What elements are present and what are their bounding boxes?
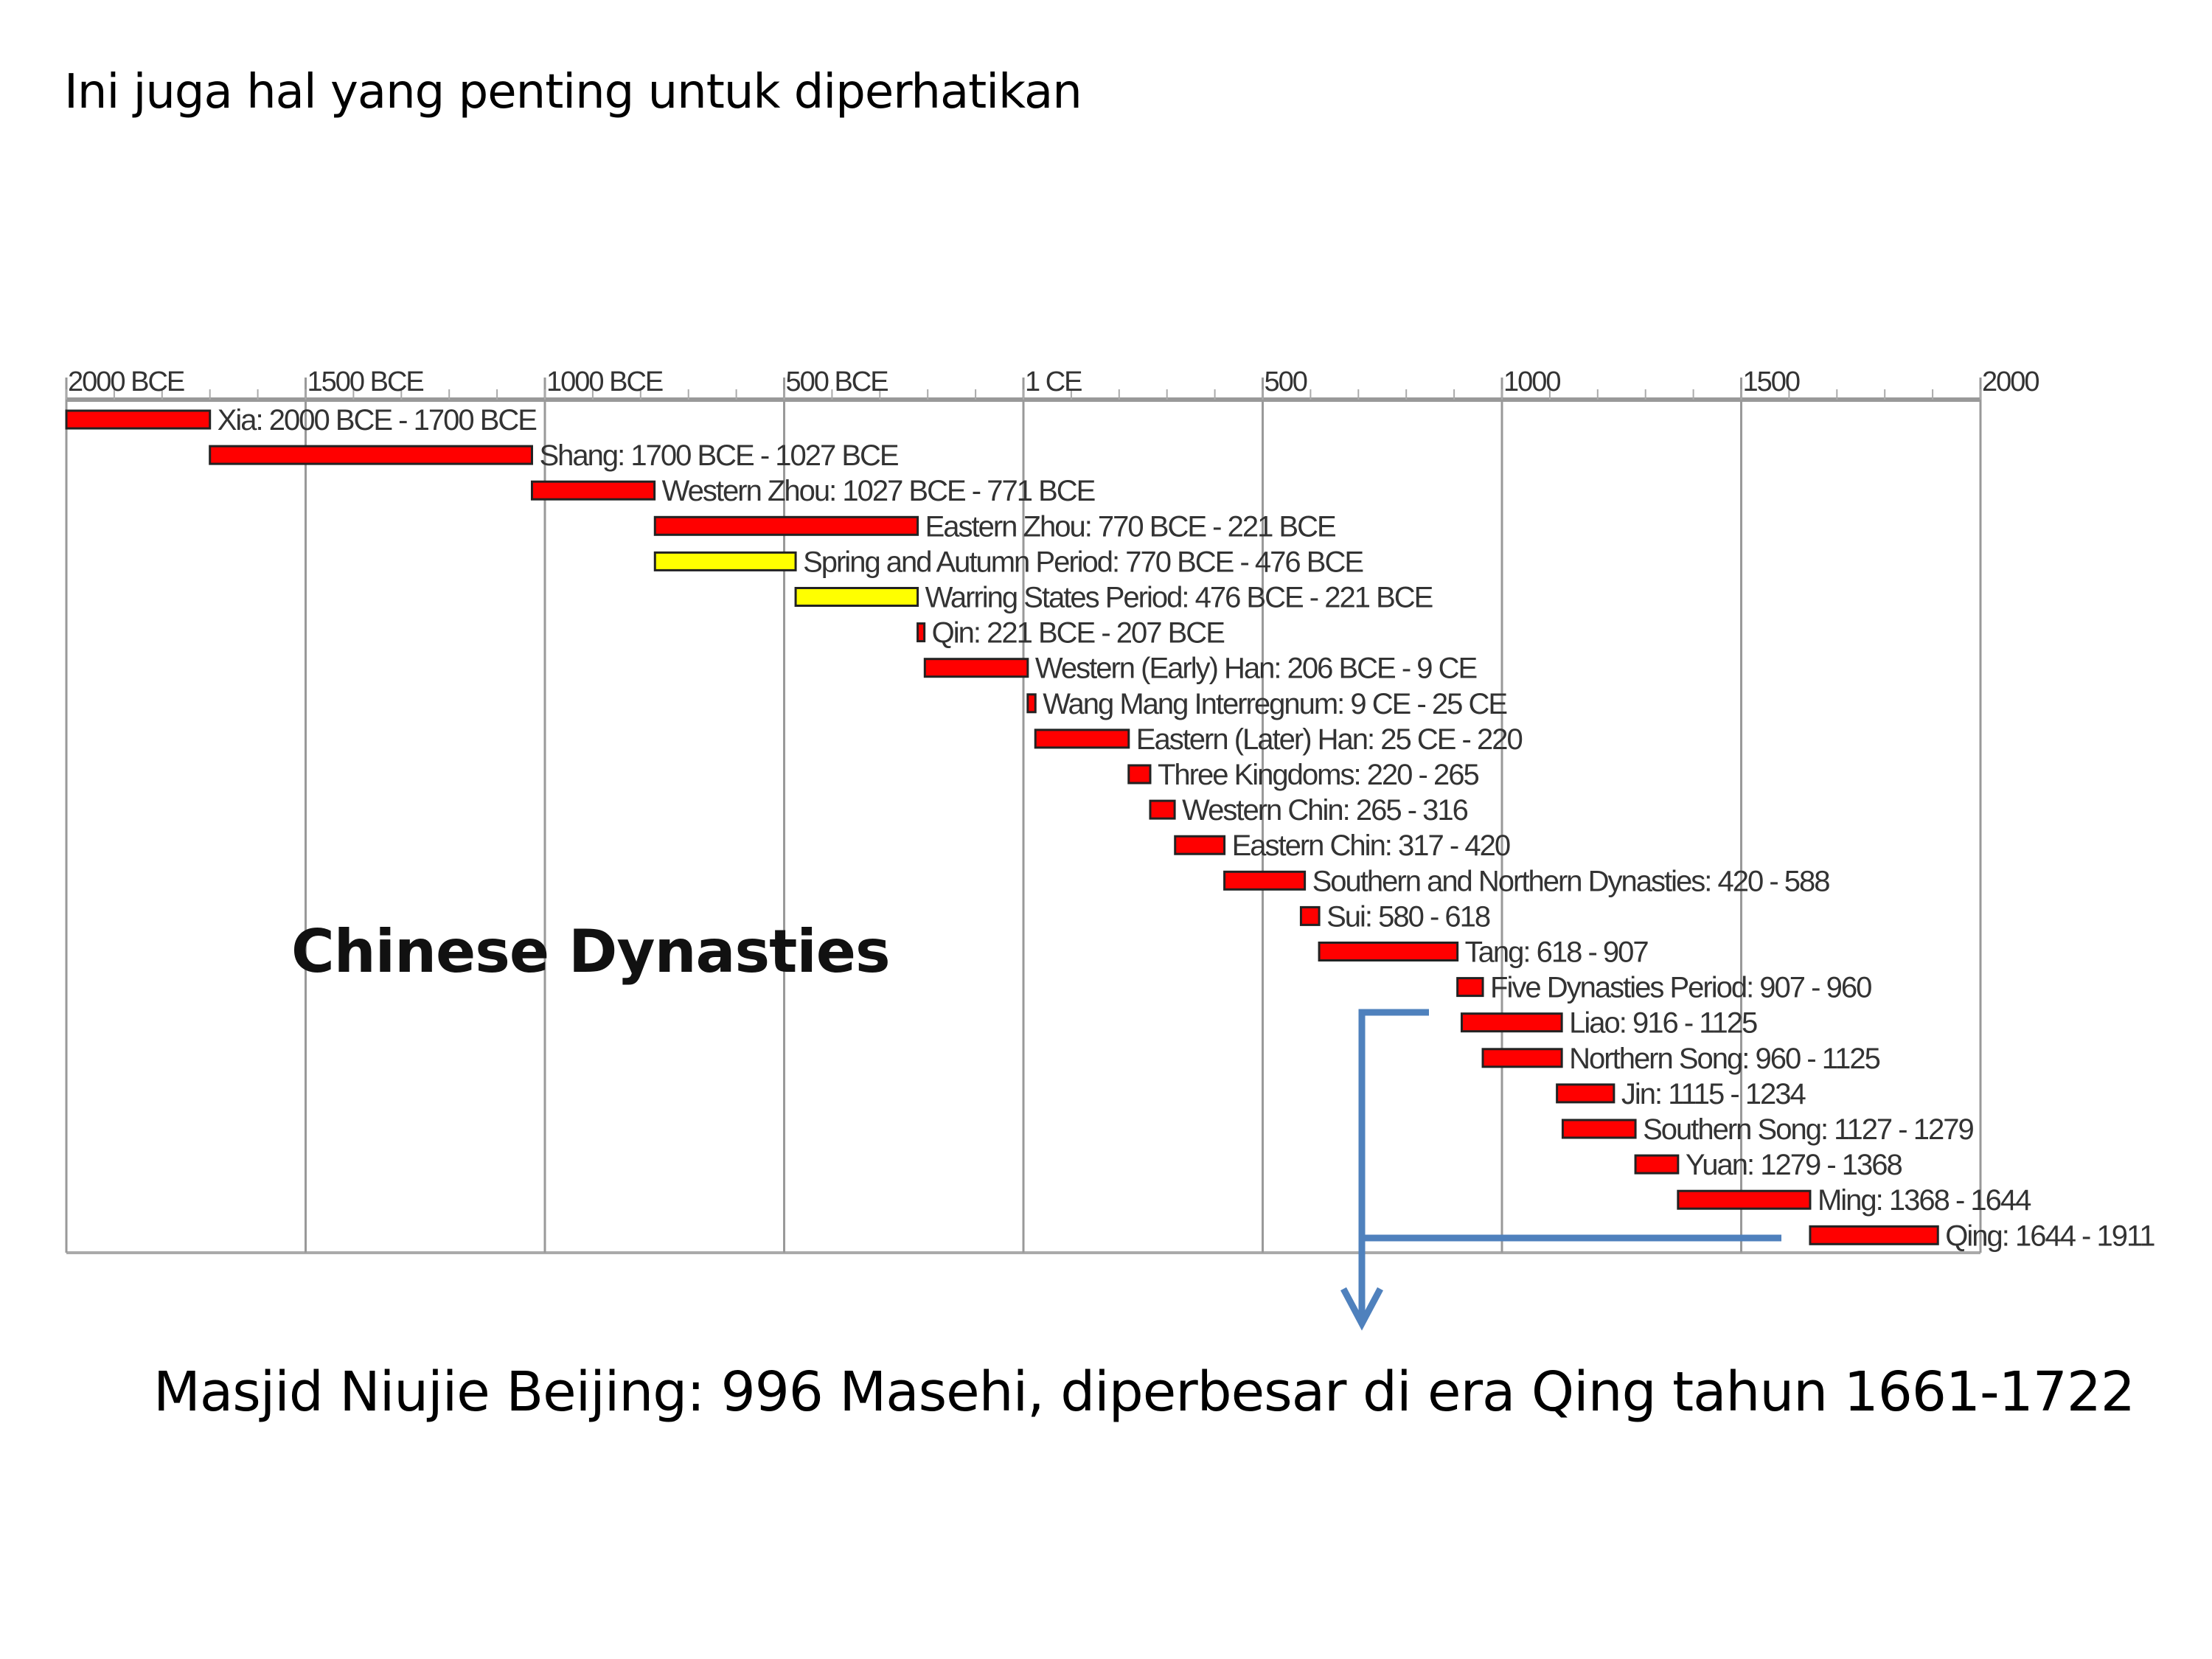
period-bar: [653, 551, 797, 571]
chart-title: Chinese Dynasties: [291, 917, 890, 986]
period-bar: [1318, 942, 1459, 961]
period-bar: [794, 587, 919, 607]
period-label: Liao: 916 - 1125: [1569, 1007, 1757, 1040]
period-label: Tang: 618 - 907: [1465, 936, 1649, 969]
period-bar: [1034, 728, 1130, 749]
tick-label: 1500 BCE: [307, 366, 424, 397]
period-label: Three Kingdoms: 220 - 265: [1158, 759, 1478, 791]
period-label: Qin: 221 BCE - 207 BCE: [932, 617, 1225, 650]
period-label: Southern and Northern Dynasties: 420 - 5…: [1312, 865, 1830, 897]
period-bar: [1299, 905, 1321, 926]
period-label: Southern Song: 1127 - 1279: [1643, 1113, 1973, 1146]
tick-label: 1000 BCE: [546, 366, 663, 397]
grid: [65, 378, 1982, 1254]
period-bar: [1481, 1048, 1563, 1068]
period-label: Warring States Period: 476 BCE - 221 BCE: [925, 582, 1433, 614]
period-label: Western Chin: 265 - 316: [1182, 794, 1468, 827]
period-label: Shang: 1700 BCE - 1027 BCE: [539, 439, 897, 472]
period-label: Northern Song: 960 - 1125: [1569, 1043, 1879, 1075]
period-label: Five Dynasties Period: 907 - 960: [1490, 972, 1871, 1004]
tick-label: 500 BCE: [786, 366, 888, 397]
tick-label: 500: [1265, 366, 1307, 397]
tick-label: 1 CE: [1025, 366, 1082, 397]
arrow-connector-icon: [1340, 1009, 1781, 1331]
period-bar: [1127, 764, 1152, 785]
period-bar: [923, 658, 1029, 678]
period-label: Eastern (Later) Han: 25 CE - 220: [1136, 723, 1523, 756]
period-bar: [1561, 1119, 1637, 1139]
period-bar: [1223, 870, 1307, 891]
arrowhead-icon: [1340, 1287, 1383, 1331]
period-bar: [1460, 1012, 1563, 1033]
period-label: Western Zhou: 1027 BCE - 771 BCE: [662, 475, 1095, 507]
period-label: Western (Early) Han: 206 BCE - 9 CE: [1035, 653, 1477, 685]
tick-label: 1000: [1503, 366, 1560, 397]
period-label: Eastern Zhou: 770 BCE - 221 BCE: [925, 510, 1335, 543]
period-bar: [1556, 1083, 1615, 1104]
period-bar: [209, 445, 533, 465]
caption: Masjid Niujie Beijing: 996 Masehi, diper…: [153, 1360, 2135, 1424]
period-bar: [1809, 1225, 1939, 1245]
period-bar: [530, 480, 656, 501]
period-bar: [65, 409, 212, 430]
tick-label: 1500: [1743, 366, 1800, 397]
period-label: Eastern Chin: 317 - 420: [1232, 830, 1510, 862]
period-bar: [917, 622, 926, 643]
period-label: Yuan: 1279 - 1368: [1686, 1149, 1902, 1181]
period-bar: [1174, 835, 1226, 855]
period-label: Spring and Autumn Period: 770 BCE - 476 …: [803, 546, 1363, 578]
period-bar: [1149, 799, 1176, 820]
period-label: Sui: 580 - 618: [1326, 900, 1490, 933]
arrow-top-segment: [1358, 1009, 1429, 1320]
period-bar: [1677, 1189, 1812, 1210]
period-label: Jin: 1115 - 1234: [1621, 1078, 1806, 1110]
period-label: Qing: 1644 - 1911: [1945, 1220, 2154, 1252]
period-bar: [1026, 693, 1037, 714]
period-bar: [1456, 977, 1484, 998]
period-label: Wang Mang Interregnum: 9 CE - 25 CE: [1043, 688, 1506, 720]
axis-ticks: 2000 BCE 1500 BCE 1000 BCE 500 BCE 1 CE 500 10…: [66, 366, 2040, 400]
tick-label: 2000: [1982, 366, 2039, 397]
period-bar: [1634, 1154, 1680, 1175]
slide-title: Ini juga hal yang penting untuk diperhat…: [64, 65, 1082, 119]
tick-label: 2000 BCE: [68, 366, 184, 397]
period-bar: [653, 515, 919, 536]
period-label: Ming: 1368 - 1644: [1818, 1184, 2031, 1217]
period-label: Xia: 2000 BCE - 1700 BCE: [218, 404, 537, 437]
